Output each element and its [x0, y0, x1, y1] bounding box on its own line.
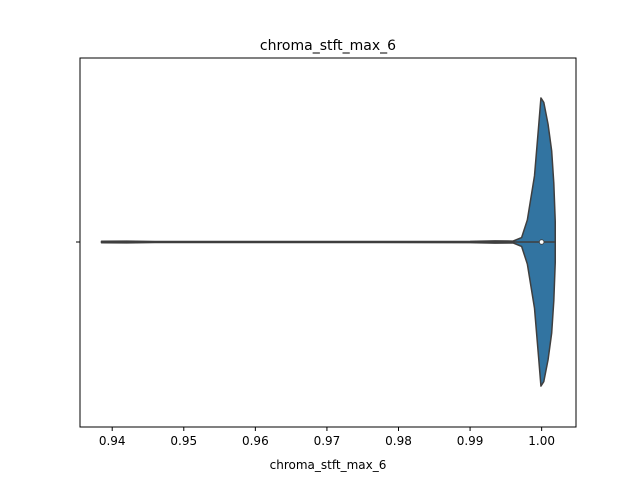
- x-tick-label: 0.97: [314, 434, 341, 448]
- x-axis: 0.94 0.95 0.96 0.97 0.98 0.99 1.00: [99, 427, 555, 448]
- violin-median-point: [538, 239, 545, 245]
- x-tick-label: 0.96: [242, 434, 269, 448]
- x-tick-label: 0.95: [170, 434, 197, 448]
- x-tick-label: 0.98: [385, 434, 412, 448]
- x-tick-label: 0.99: [457, 434, 484, 448]
- x-axis-label: chroma_stft_max_6: [270, 458, 387, 472]
- plot-area: [100, 97, 556, 387]
- x-tick-label: 1.00: [528, 434, 555, 448]
- x-tick-label: 0.94: [99, 434, 126, 448]
- chart-title: chroma_stft_max_6: [260, 38, 396, 54]
